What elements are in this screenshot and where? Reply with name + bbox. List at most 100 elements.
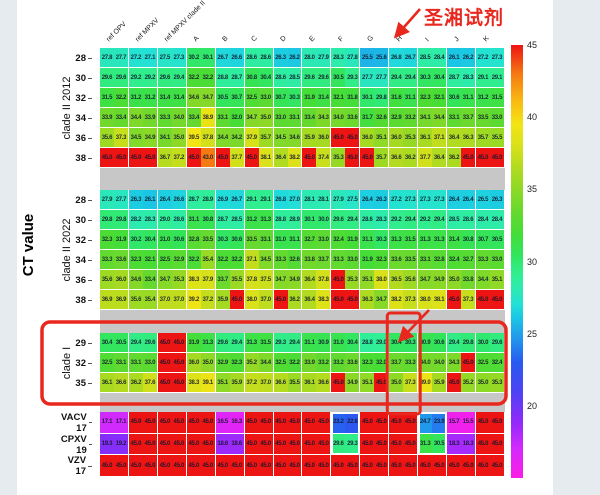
heatmap-cell: 29.8: [100, 210, 114, 229]
heatmap-row: 32 31.5 32.2 31.2 31.2 31.4 31.4 34.6 34.7 30.5 30…: [55, 88, 505, 108]
heatmap-cell: 31.6: [389, 88, 404, 107]
heatmap-cell: 32.5: [100, 353, 114, 372]
heatmap-cell: 29.6: [100, 68, 114, 87]
heatmap-cell: 30.3: [418, 68, 433, 87]
heatmap-cell-pair: 34.5 34.6: [273, 128, 303, 148]
heatmap-cell: 34.0: [418, 353, 433, 372]
heatmap-cell: 45.0: [475, 412, 490, 433]
heatmap-cell: 31.9: [302, 88, 317, 107]
heatmap-cell: 30.4: [100, 333, 114, 352]
heatmap-cell: 45.0: [331, 270, 346, 289]
column-header: J: [452, 35, 461, 44]
heatmap-cell-pair: 31.7 32.6: [360, 108, 390, 128]
heatmap-cell: 27.1: [142, 48, 157, 67]
heatmap-cell: 45.0: [186, 433, 201, 455]
heatmap-cell-pair: 45.0 45.0: [128, 433, 158, 456]
column-header: C: [250, 34, 259, 44]
heatmap-cell: 45.0: [142, 412, 157, 433]
heatmap-cell: 31.4: [447, 230, 462, 249]
heatmap-cell: 45.0: [489, 412, 504, 433]
column-header: D: [279, 34, 288, 44]
heatmap-cell-pair: 29.6 29.6: [302, 68, 332, 88]
heatmap-cell-pair: 36.6 36.2: [389, 148, 419, 168]
heatmap-cell: 28.2: [128, 210, 143, 229]
heatmap-cell: 35.5: [489, 128, 504, 147]
heatmap-cell: 33.3: [157, 108, 172, 127]
heatmap-cell-pair: 45.0 45.0: [157, 333, 187, 353]
heatmap-cell-pair: 32.9 32.3: [215, 353, 245, 373]
heatmap-cell: 45.0: [273, 290, 288, 309]
heatmap-cell: 35.7: [475, 128, 490, 147]
heatmap-cell: 33.3: [331, 250, 346, 269]
heatmap-cell: 38.0: [244, 290, 259, 309]
heatmap-cell: 33.1: [128, 353, 143, 372]
heatmap-cell-pair: 28.1 28.1: [302, 190, 332, 210]
heatmap-cell-pair: 32.5 33.1: [100, 353, 129, 373]
heatmap-cell: 33.3: [273, 250, 288, 269]
heatmap-cell-pair: 45.0 45.0: [244, 433, 274, 456]
heatmap-cell-pair: 45.0 45.0: [186, 412, 216, 434]
heatmap-cell: 34.3: [316, 108, 331, 127]
block-separator: [100, 393, 505, 412]
heatmap-cell-pair: 31.5 32.2: [100, 88, 129, 108]
heatmap-cell: 31.8: [345, 88, 360, 107]
heatmap-cell: 28.8: [215, 68, 230, 87]
heatmap-cell: 29.6: [331, 210, 346, 229]
heatmap-cell: 33.5: [200, 230, 215, 249]
heatmap-cell: 34.7: [157, 270, 172, 289]
heatmap-cell-pair: 32.5 32.2: [273, 353, 303, 373]
heatmap-cell: 45.0: [157, 353, 172, 372]
heatmap-cell: 30.5: [489, 230, 504, 249]
heatmap-cell: 19.3: [100, 433, 114, 455]
heatmap-cell: 45.0: [171, 353, 186, 372]
heatmap-cell: 26.3: [128, 190, 143, 209]
heatmap-cell-pair: 26.1 26.2: [447, 48, 476, 68]
heatmap-cell: 38.3: [316, 290, 331, 309]
heatmap-cell: 33.0: [273, 108, 288, 127]
heatmap-cell: 33.5: [244, 230, 259, 249]
heatmap-cell: 22.8: [345, 412, 360, 433]
heatmap-cell: 35.7: [374, 148, 389, 167]
heatmap-cell-pair: 34.1 34.4: [418, 108, 448, 128]
heatmap-cell-pair: 45.0 38.1: [244, 148, 274, 168]
heatmap-cell: 38.0: [374, 270, 389, 289]
heatmap-cell-pair: 34.7 35.0: [244, 108, 274, 128]
heatmap-cell-pair: 30.5 30.7: [215, 88, 245, 108]
heatmap-cell: 26.4: [447, 190, 462, 209]
heatmap-cell: 32.5: [157, 250, 172, 269]
heatmap-cell-pair: 32.3 32.0: [360, 353, 390, 373]
heatmap-cell: 35.3: [403, 128, 418, 147]
heatmap-cell-pair: 30.3 30.6: [215, 230, 245, 250]
heatmap-cell: 26.5: [475, 190, 490, 209]
heatmap-cell: 45.0: [389, 433, 404, 455]
heatmap-row: 38 36.9 36.9 35.6 35.4 37.0 37.0 39.2 37.2 35.9 45…: [55, 290, 505, 310]
heatmap-cell: 34.6: [128, 270, 143, 289]
heatmap-cell: 36.4: [302, 270, 317, 289]
heatmap-cell: 37.8: [200, 128, 215, 147]
heatmap-cell: 28.6: [171, 210, 186, 229]
heatmap-cell-pair: 31.2 31.5: [475, 88, 505, 108]
heatmap-cell-pair: 30.5 29.3: [331, 68, 361, 88]
heatmap-cell: 45.0: [244, 148, 259, 167]
row-label: 38: [55, 148, 100, 168]
heatmap-cell: 45.0: [171, 455, 186, 477]
heatmap-cell: 31.3: [418, 433, 433, 455]
heatmap-cell-pair: 32.5 32.9: [157, 250, 187, 270]
heatmap-cell: 33.0: [489, 108, 504, 127]
heatmap-cell-pair: 28.8 28.7: [215, 68, 245, 88]
heatmap-cell: 30.7: [475, 230, 490, 249]
heatmap-cell: 29.8: [461, 333, 475, 352]
heatmap-cell-pair: 29.0 28.6: [157, 210, 187, 230]
heatmap-cell: 30.3: [215, 230, 230, 249]
heatmap-cell-pair: 34.6 34.7: [186, 88, 216, 108]
heatmap-cell: 35.9: [229, 373, 244, 392]
heatmap-cell: 29.6: [215, 333, 230, 352]
heatmap-cell: 45.0: [157, 333, 172, 352]
heatmap-cell: 28.6: [273, 68, 288, 87]
heatmap-cell: 18.6: [229, 433, 244, 455]
heatmap-cell-pair: 34.7 34.9: [418, 270, 448, 290]
heatmap-cell: 32.5: [244, 88, 259, 107]
heatmap-cell: 35.1: [489, 270, 504, 289]
heatmap-cell-pair: 45.0 35.7: [360, 148, 390, 168]
heatmap-cell: 30.4: [142, 230, 157, 249]
